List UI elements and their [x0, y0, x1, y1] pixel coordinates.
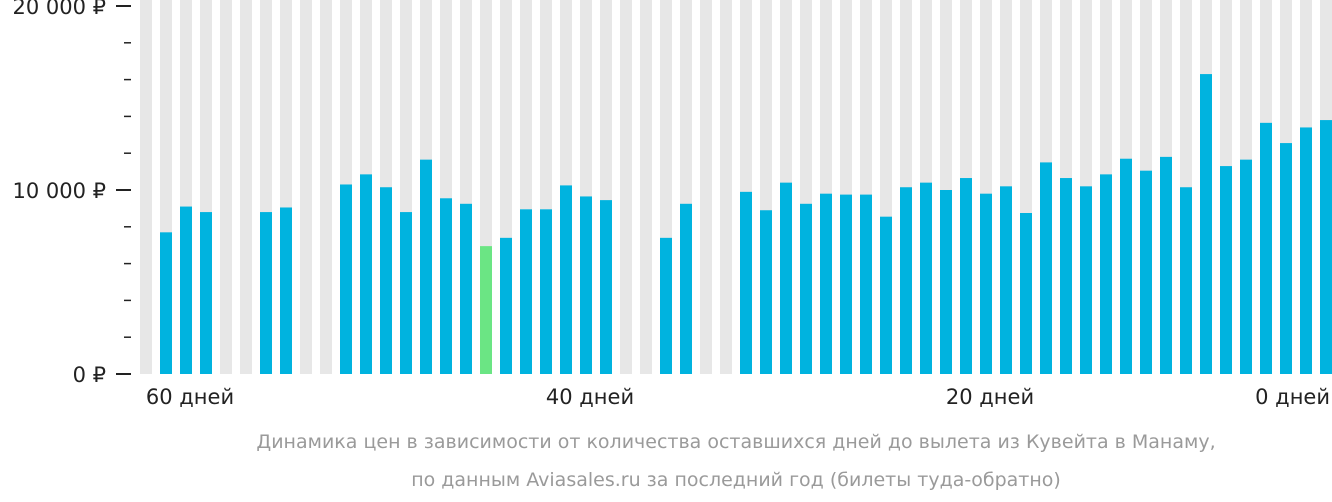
price-bar[interactable] [260, 212, 272, 374]
price-bar[interactable] [940, 190, 952, 374]
price-bar[interactable] [820, 193, 832, 374]
x-tick-label: 40 дней [546, 385, 634, 409]
price-bar[interactable] [740, 191, 752, 374]
price-bar[interactable] [860, 194, 872, 374]
y-axis: 0 ₽ 10 000 ₽ 20 000 ₽ [12, 0, 131, 387]
background-bars [140, 0, 1332, 374]
price-bar[interactable] [960, 178, 972, 374]
price-bar[interactable] [340, 184, 352, 374]
background-bar [320, 0, 332, 374]
price-bar[interactable] [1320, 120, 1332, 374]
price-chart: 0 ₽ 10 000 ₽ 20 000 ₽ 60 дней 40 дней 20 дне… [12, 0, 1332, 409]
price-bar[interactable] [440, 198, 452, 374]
price-bar[interactable] [880, 216, 892, 374]
price-bar[interactable] [160, 232, 172, 374]
background-bar [620, 0, 632, 374]
highlighted-bar[interactable] [480, 246, 492, 374]
data-bars [160, 74, 1332, 374]
price-bar[interactable] [200, 212, 212, 374]
price-bar[interactable] [1060, 178, 1072, 374]
price-bar[interactable] [460, 203, 472, 374]
x-tick-label: 20 дней [946, 385, 1034, 409]
caption-line-2: по данным Aviasales.ru за последний год … [411, 469, 1061, 491]
price-bar[interactable] [1240, 159, 1252, 374]
price-bar[interactable] [1200, 74, 1212, 374]
background-bar [640, 0, 652, 374]
price-bar[interactable] [900, 187, 912, 374]
y-tick-label: 10 000 ₽ [12, 179, 106, 203]
price-bar[interactable] [660, 237, 672, 374]
price-bar[interactable] [360, 174, 372, 374]
background-bar [300, 0, 312, 374]
background-bar [140, 0, 152, 374]
price-bar[interactable] [840, 194, 852, 374]
price-bar[interactable] [1100, 174, 1112, 374]
price-bar[interactable] [760, 210, 772, 374]
price-bar[interactable] [1020, 213, 1032, 374]
price-bar[interactable] [500, 237, 512, 374]
price-bar[interactable] [560, 185, 572, 374]
price-bar[interactable] [180, 206, 192, 374]
price-bar[interactable] [280, 207, 292, 374]
background-bar [240, 0, 252, 374]
price-bar[interactable] [680, 203, 692, 374]
price-bar[interactable] [1000, 186, 1012, 374]
x-axis: 60 дней 40 дней 20 дней 0 дней [146, 385, 1330, 409]
price-bar[interactable] [400, 212, 412, 374]
price-bar[interactable] [580, 196, 592, 374]
price-bar[interactable] [920, 182, 932, 374]
price-bar[interactable] [1280, 143, 1292, 374]
background-bar [720, 0, 732, 374]
price-bar[interactable] [800, 203, 812, 374]
price-bar[interactable] [1220, 166, 1232, 374]
price-bar[interactable] [1080, 186, 1092, 374]
y-tick-label: 0 ₽ [73, 363, 106, 387]
price-bar[interactable] [600, 200, 612, 374]
x-tick-label: 60 дней [146, 385, 234, 409]
price-bar[interactable] [780, 182, 792, 374]
price-bar[interactable] [1040, 162, 1052, 374]
caption-line-1: Динамика цен в зависимости от количества… [256, 431, 1216, 453]
price-bar[interactable] [1260, 122, 1272, 374]
background-bar [700, 0, 712, 374]
price-bar[interactable] [1300, 127, 1312, 374]
price-bar[interactable] [540, 209, 552, 374]
price-bar[interactable] [1160, 156, 1172, 374]
price-bar[interactable] [1140, 170, 1152, 374]
price-bar[interactable] [520, 209, 532, 374]
price-bar[interactable] [1180, 187, 1192, 374]
price-bar[interactable] [1120, 158, 1132, 374]
x-tick-label: 0 дней [1255, 385, 1330, 409]
y-tick-label: 20 000 ₽ [12, 0, 106, 19]
price-bar[interactable] [980, 193, 992, 374]
price-bar[interactable] [420, 159, 432, 374]
price-bar[interactable] [380, 187, 392, 374]
background-bar [220, 0, 232, 374]
